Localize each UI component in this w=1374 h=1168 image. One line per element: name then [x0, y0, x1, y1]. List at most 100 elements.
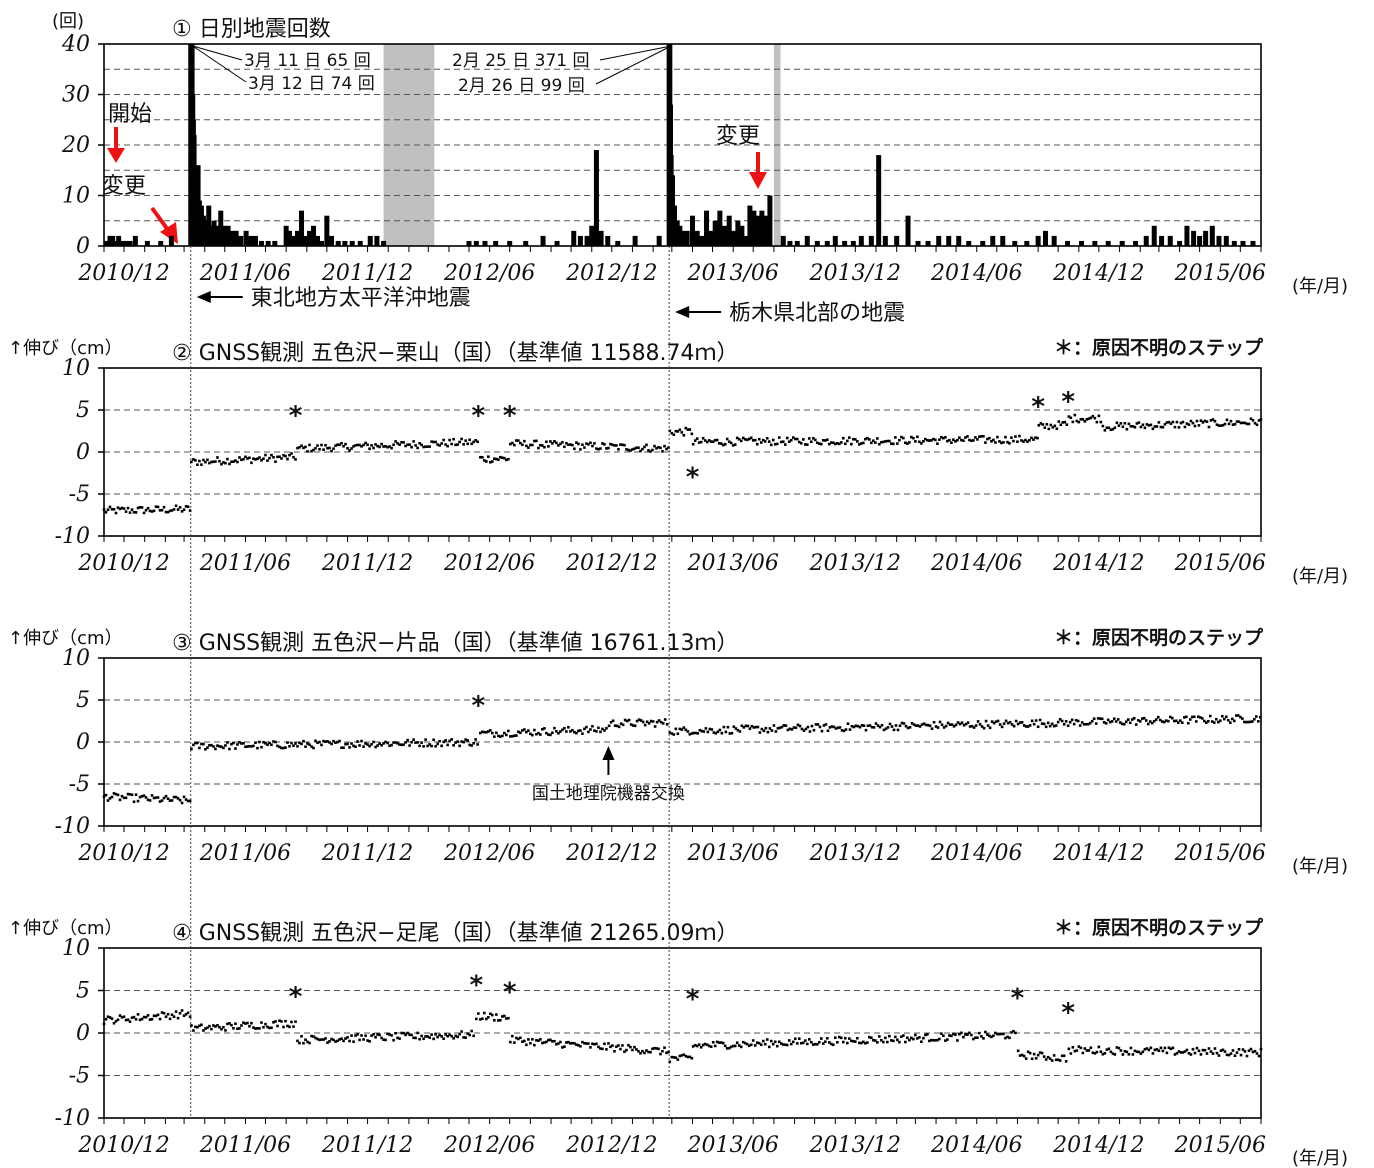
data-point: [154, 796, 158, 799]
data-point: [402, 743, 405, 746]
x-tick-label: 2013/06: [687, 841, 779, 866]
data-point: [1102, 721, 1106, 724]
data-point: [525, 444, 528, 448]
data-point: [655, 446, 658, 450]
data-point: [1233, 1054, 1237, 1058]
data-point: [771, 1042, 775, 1046]
data-point: [376, 1033, 379, 1036]
data-point: [676, 1058, 680, 1061]
data-point: [374, 1035, 377, 1039]
data-point: [1099, 1050, 1103, 1053]
data-point: [817, 442, 821, 445]
data-point: [559, 1040, 562, 1044]
data-point: [168, 509, 172, 513]
data-point: [521, 443, 524, 447]
data-point: [1241, 1048, 1245, 1051]
data-point: [1119, 422, 1123, 425]
data-point: [611, 719, 615, 723]
data-point: [1209, 1050, 1213, 1053]
x-tick-label: 2013/12: [809, 841, 901, 866]
data-point: [736, 728, 740, 732]
bar: [677, 225, 683, 246]
data-point: [922, 1036, 925, 1040]
data-point: [974, 436, 977, 439]
data-point: [755, 1041, 759, 1044]
data-point: [114, 1019, 118, 1023]
data-point: [755, 442, 759, 446]
data-point: [1127, 422, 1131, 426]
data-point: [988, 726, 992, 730]
data-point: [561, 440, 564, 444]
data-point: [1201, 421, 1205, 424]
data-point: [593, 1042, 596, 1046]
data-point: [497, 734, 500, 738]
data-point: [1004, 435, 1007, 439]
data-point: [1016, 1049, 1020, 1053]
data-point: [130, 1016, 134, 1020]
data-point: [1245, 1054, 1249, 1058]
data-point: [216, 456, 219, 459]
data-point: [1034, 436, 1037, 439]
data-point: [1098, 717, 1102, 720]
data-point: [386, 741, 389, 745]
data-point: [164, 1015, 168, 1019]
data-point: [276, 455, 279, 459]
data-point: [280, 457, 283, 460]
bar: [229, 230, 235, 246]
data-point: [1091, 1051, 1095, 1055]
data-point: [360, 739, 363, 743]
data-point: [1028, 724, 1032, 727]
data-point: [505, 1017, 508, 1020]
data-point: [392, 443, 395, 447]
y-tick-label: -5: [69, 482, 90, 507]
x-tick-label: 2012/06: [443, 551, 535, 576]
data-point: [1030, 719, 1034, 723]
data-point: [314, 1036, 317, 1040]
bar: [290, 235, 296, 246]
data-point: [302, 1041, 305, 1045]
data-point: [597, 1045, 600, 1049]
step-asterisk: *: [686, 463, 700, 493]
data-point: [916, 435, 919, 439]
data-point: [645, 720, 649, 724]
data-point: [1020, 439, 1023, 442]
data-point: [334, 444, 337, 447]
plot-frame: [103, 947, 1262, 1119]
data-point: [633, 447, 636, 451]
data-point: [156, 505, 160, 509]
data-point: [458, 744, 461, 748]
data-point: [769, 1039, 773, 1043]
data-point: [535, 732, 538, 736]
marker-label: 変更: [716, 124, 760, 149]
data-point: [1113, 1053, 1117, 1056]
data-point: [362, 745, 365, 748]
data-point: [390, 1034, 393, 1037]
data-point: [1100, 717, 1104, 721]
data-point: [430, 1033, 433, 1036]
data-point: [906, 726, 910, 730]
data-point: [392, 1038, 395, 1042]
data-point: [170, 509, 174, 512]
data-point: [1024, 725, 1028, 728]
data-point: [785, 436, 789, 440]
data-point: [1146, 722, 1150, 726]
data-point: [458, 440, 461, 444]
data-point: [761, 438, 765, 442]
data-point: [850, 724, 854, 728]
data-point: [1233, 719, 1236, 723]
data-point: [1052, 1054, 1056, 1057]
data-point: [802, 729, 806, 732]
data-point: [142, 511, 146, 515]
data-point: [1039, 422, 1043, 425]
data-point: [1227, 422, 1231, 426]
data-point: [448, 739, 451, 743]
bar: [915, 240, 921, 246]
data-point: [1199, 1053, 1203, 1056]
data-point: [876, 1041, 879, 1044]
data-point: [284, 454, 287, 458]
data-point: [364, 441, 367, 445]
data-point: [511, 441, 514, 445]
data-point: [222, 461, 225, 464]
data-point: [346, 1036, 349, 1039]
data-point: [984, 719, 988, 723]
